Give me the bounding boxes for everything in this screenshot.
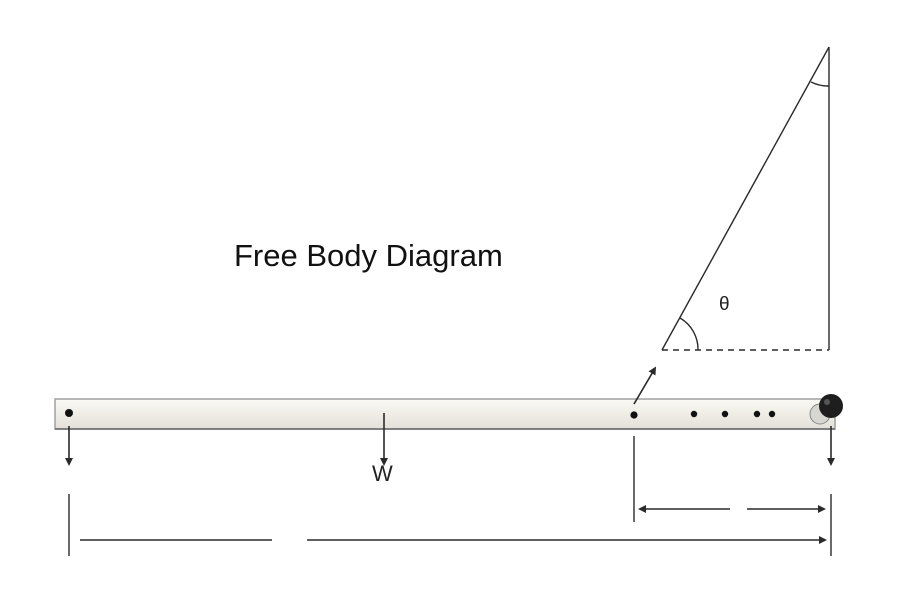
string-line <box>661 46 830 351</box>
diagram-title: Free Body Diagram <box>234 238 503 273</box>
hole <box>721 410 729 418</box>
theta-angle-arc <box>679 317 699 351</box>
meter-stick <box>54 398 836 430</box>
string-attach-hole <box>630 411 638 419</box>
pivot-hole <box>65 409 73 417</box>
top-angle-arc <box>810 81 830 87</box>
end-knob <box>819 394 843 418</box>
hole <box>768 410 776 418</box>
hole <box>753 410 761 418</box>
weight-label: W <box>372 461 393 486</box>
hole <box>690 410 698 418</box>
theta-label: θ <box>719 294 730 315</box>
tension-arrow <box>633 366 657 405</box>
